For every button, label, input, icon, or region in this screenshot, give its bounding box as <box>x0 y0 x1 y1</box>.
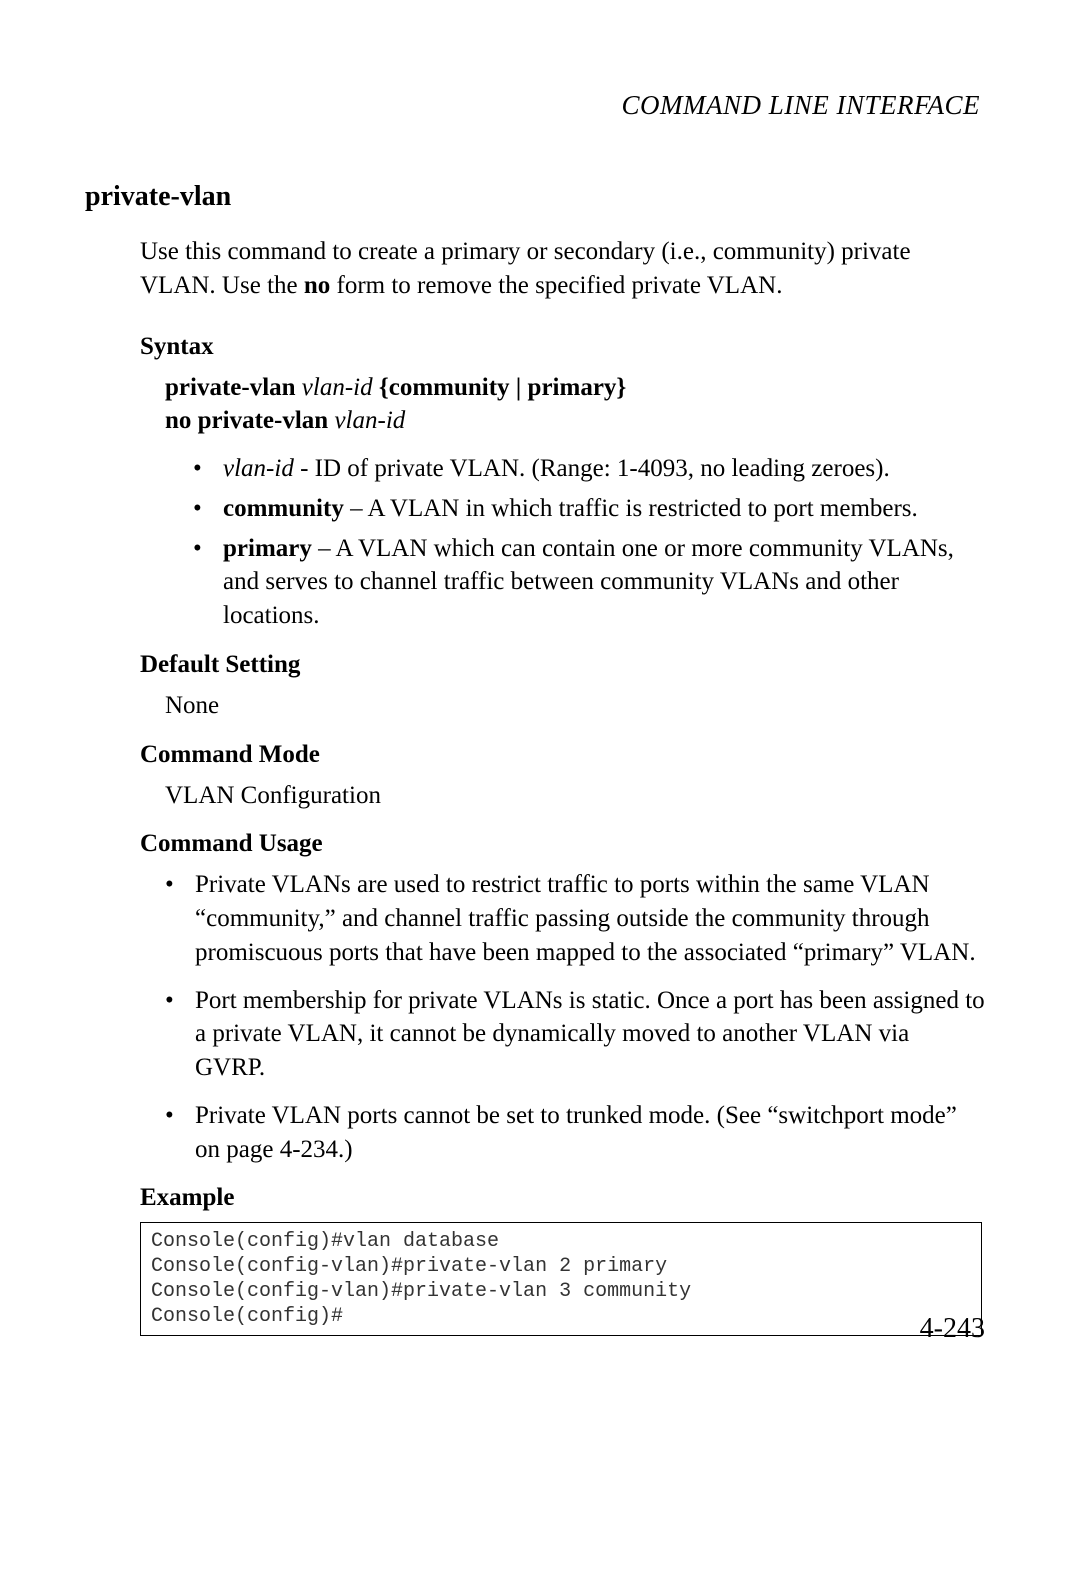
syntax-bullets: vlan-id - ID of private VLAN. (Range: 1-… <box>193 452 985 633</box>
intro-post: form to remove the specified private VLA… <box>330 272 782 299</box>
syntax-line1-ital: vlan-id <box>302 374 373 401</box>
command-mode-value: VLAN Configuration <box>165 779 985 813</box>
example-label: Example <box>140 1184 985 1212</box>
page-number: 4-243 <box>920 1313 985 1345</box>
default-setting-value: None <box>165 689 985 723</box>
usage-bullet-item: Private VLAN ports cannot be set to trun… <box>165 1099 985 1167</box>
bullet-lead-ital: vlan-id <box>223 455 294 482</box>
default-setting-label: Default Setting <box>140 651 985 679</box>
usage-bullets: Private VLANs are used to restrict traff… <box>165 868 985 1166</box>
syntax-line1-bold2: {community | primary} <box>373 374 627 401</box>
intro-paragraph: Use this command to create a primary or … <box>140 235 985 303</box>
example-code-block: Console(config)#vlan database Console(co… <box>140 1222 982 1336</box>
page-container: COMMAND LINE INTERFACE private-vlan Use … <box>0 0 1080 1570</box>
syntax-line2-ital: vlan-id <box>334 407 405 434</box>
command-mode-label: Command Mode <box>140 741 985 769</box>
syntax-label: Syntax <box>140 333 985 361</box>
running-header: COMMAND LINE INTERFACE <box>85 90 985 121</box>
syntax-bullet-item: primary – A VLAN which can contain one o… <box>193 532 985 633</box>
command-heading: private-vlan <box>85 181 985 213</box>
syntax-block: private-vlan vlan-id {community | primar… <box>165 371 985 439</box>
usage-bullet-item: Port membership for private VLANs is sta… <box>165 984 985 1085</box>
bullet-text: – A VLAN in which traffic is restricted … <box>344 495 918 522</box>
bullet-text: – A VLAN which can contain one or more c… <box>223 535 954 630</box>
usage-bullet-item: Private VLANs are used to restrict traff… <box>165 868 985 969</box>
bullet-lead-bold: community <box>223 495 344 522</box>
command-usage-label: Command Usage <box>140 830 985 858</box>
syntax-line2-bold: no private-vlan <box>165 407 334 434</box>
bullet-text: - ID of private VLAN. (Range: 1-4093, no… <box>294 455 890 482</box>
intro-bold: no <box>304 272 330 299</box>
syntax-bullet-item: community – A VLAN in which traffic is r… <box>193 492 985 526</box>
syntax-bullet-item: vlan-id - ID of private VLAN. (Range: 1-… <box>193 452 985 486</box>
bullet-lead-bold: primary <box>223 535 312 562</box>
syntax-line1-bold1: private-vlan <box>165 374 302 401</box>
